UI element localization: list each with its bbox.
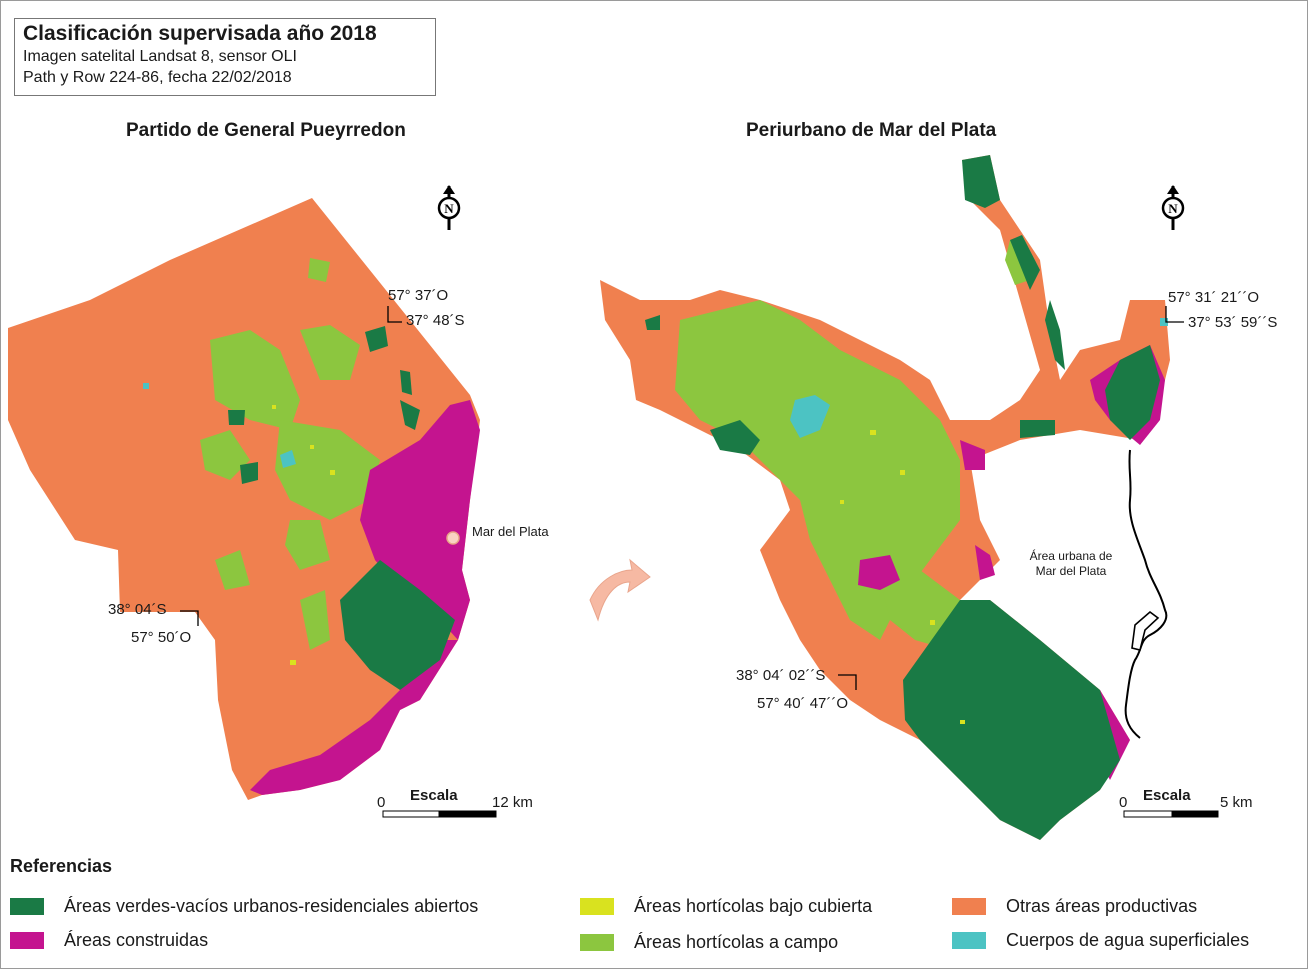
legend-label-verdes: Áreas verdes-vacíos urbanos-residenciale… <box>64 896 479 916</box>
left-coord-ne-marker <box>387 306 402 323</box>
left-north-arrow-icon: N <box>437 185 461 230</box>
legend-swatch-horti-campo <box>580 934 614 951</box>
left-north-letter: N <box>444 201 454 216</box>
right-coord-ne-marker <box>1165 306 1184 323</box>
legend-label-construidas: Áreas construidas <box>64 930 209 950</box>
map-subtitle-path-row: Path y Row 224-86, fecha 22/02/2018 <box>23 69 292 86</box>
legend-swatch-horti-cubierta <box>580 898 614 915</box>
legend-item-horti-campo: Áreas hortícolas a campo <box>580 932 838 953</box>
legend-item-construidas: Áreas construidas <box>10 930 208 951</box>
right-coord-sw-lon: 57° 40´ 47´´O <box>757 695 849 712</box>
title-box: Clasificación supervisada año 2018 Image… <box>14 18 436 96</box>
left-scale-start: 0 <box>377 794 386 811</box>
legend-label-horti-cubierta: Áreas hortícolas bajo cubierta <box>634 896 873 916</box>
right-map-horti-cubierta <box>840 430 965 724</box>
right-coord-sw-lat: 38° 04´ 02´´S <box>736 667 826 684</box>
left-map-title: Partido de General Pueyrredon <box>126 120 406 141</box>
map-main-title: Clasificación supervisada año 2018 <box>23 22 377 45</box>
left-coord-sw-marker <box>180 610 199 626</box>
legend-swatch-agua <box>952 932 986 949</box>
left-map-horti-campo <box>200 258 380 650</box>
urban-area-boundary-line <box>1124 449 1168 739</box>
right-map: N <box>600 155 1219 840</box>
mar-del-plata-city-marker <box>446 531 460 545</box>
right-north-letter: N <box>1168 201 1178 216</box>
legend-label-agua: Cuerpos de agua superficiales <box>1006 930 1250 950</box>
legend-title: Referencias <box>10 856 113 876</box>
left-coord-ne-lon: 57° 37´O <box>388 287 449 304</box>
right-scale-bar <box>1123 810 1219 818</box>
right-coord-sw-marker <box>838 674 857 690</box>
legend-swatch-construidas <box>10 932 44 949</box>
left-scale-title: Escala <box>410 787 458 804</box>
city-label-mar-del-plata: Mar del Plata <box>472 524 549 539</box>
right-coord-ne-lat: 37° 53´ 59´´S <box>1188 314 1278 331</box>
right-map-agua <box>790 318 1168 438</box>
legend-swatch-otras <box>952 898 986 915</box>
legend-label-otras: Otras áreas productivas <box>1006 896 1198 916</box>
right-scale-end: 5 km <box>1220 794 1253 811</box>
legend-item-agua: Cuerpos de agua superficiales <box>952 930 1249 951</box>
right-coord-ne-lon: 57° 31´ 21´´O <box>1168 289 1260 306</box>
left-coord-sw-lon: 57° 50´O <box>131 629 192 646</box>
legend-label-horti-campo: Áreas hortícolas a campo <box>634 932 839 952</box>
right-scale-title: Escala <box>1143 787 1191 804</box>
left-map-horti-cubierta <box>272 405 335 665</box>
left-scale-bar <box>382 810 497 818</box>
right-scale-start: 0 <box>1119 794 1128 811</box>
right-north-arrow-icon: N <box>1161 185 1185 230</box>
port-jetty-outline <box>1131 610 1160 651</box>
left-coord-sw-lat: 38° 04´S <box>108 601 167 618</box>
right-map-title: Periurbano de Mar del Plata <box>746 120 997 141</box>
right-map-verdes <box>645 155 1160 840</box>
legend-swatch-verdes <box>10 898 44 915</box>
left-coord-ne-lat: 37° 48´S <box>406 312 465 329</box>
left-map-verdes <box>228 326 455 690</box>
map-subtitle-image: Imagen satelital Landsat 8, sensor OLI <box>23 48 297 65</box>
left-map-agua <box>143 383 296 468</box>
left-scale-end: 12 km <box>492 794 533 811</box>
urban-area-label: Área urbana de Mar del Plata <box>1016 549 1126 579</box>
legend-item-otras: Otras áreas productivas <box>952 896 1197 917</box>
left-map-construidas <box>360 400 480 640</box>
urban-area-label-line1: Área urbana de <box>1029 549 1113 563</box>
urban-area-label-line2: Mar del Plata <box>1035 564 1107 578</box>
left-map: N <box>8 185 651 818</box>
legend-item-horti-cubierta: Áreas hortícolas bajo cubierta <box>580 896 872 917</box>
legend-item-verdes: Áreas verdes-vacíos urbanos-residenciale… <box>10 896 478 917</box>
transition-arrow-icon <box>589 558 651 622</box>
